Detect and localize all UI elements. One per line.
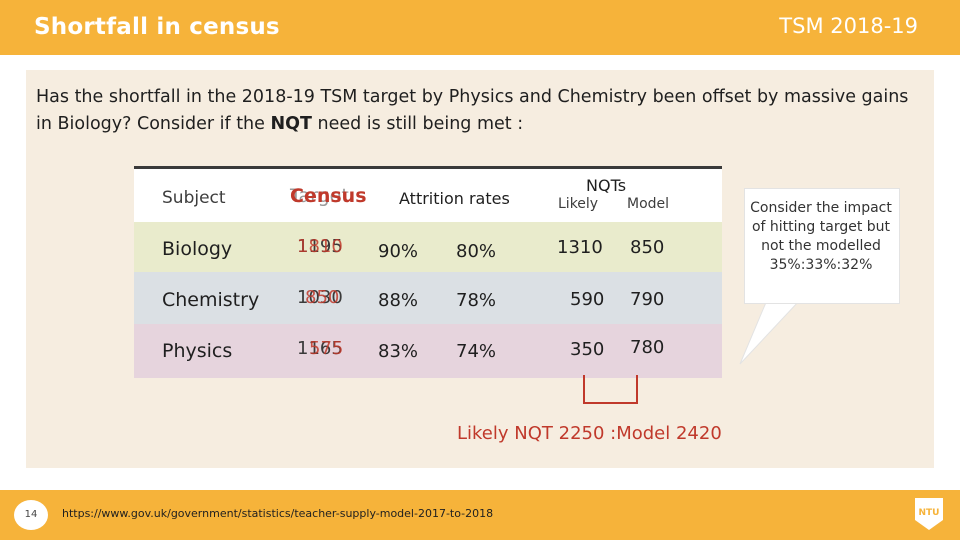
row-census: 1810 <box>297 236 343 257</box>
table-header-row <box>134 166 722 225</box>
row-target: 1030 <box>297 287 343 308</box>
row-attrition-2: 74% <box>456 341 497 362</box>
header-bar <box>0 0 960 55</box>
nqt-summary: Likely NQT 2250 :Model 2420 <box>457 423 722 444</box>
row-target: 1165 <box>297 338 343 359</box>
row-attrition-1: 90% <box>378 241 419 262</box>
row-nqt-model: 790 <box>630 289 665 310</box>
footer-bar <box>0 490 960 540</box>
table-row-physics <box>134 324 722 378</box>
header-likely: Likely <box>558 196 599 212</box>
page-number: 14 <box>14 500 48 530</box>
row-subject: Biology <box>162 238 233 260</box>
logo-text: NTU <box>919 508 940 518</box>
source-link[interactable]: https://www.gov.uk/government/statistics… <box>62 507 494 520</box>
header-subject: Subject <box>162 188 226 208</box>
table-row-chemistry <box>134 272 722 324</box>
row-attrition-1: 83% <box>378 341 419 362</box>
table-row-biology <box>134 222 722 272</box>
header-model: Model <box>627 196 670 212</box>
logo-shield <box>915 498 943 530</box>
page-title: Shortfall in census <box>34 14 280 40</box>
row-attrition-2: 80% <box>456 241 497 262</box>
intro-bold: NQT <box>270 114 312 134</box>
callout-text: Consider the impact of hitting target bu… <box>750 200 892 273</box>
intro-part2: need is still being met : <box>311 114 524 134</box>
row-nqt-model: 780 <box>630 337 665 358</box>
ntu-logo: NTU <box>915 498 943 530</box>
intro-text: Has the shortfall in the 2018-19 TSM tar… <box>36 84 916 138</box>
row-nqt-likely: 1310 <box>557 237 603 258</box>
row-nqt-model: 850 <box>630 237 665 258</box>
row-subject: Physics <box>162 340 233 362</box>
header-label: TSM 2018-19 <box>779 14 918 38</box>
row-census: 850 <box>305 287 340 308</box>
row-nqt-likely: 590 <box>570 289 605 310</box>
header-nqts: NQTs <box>586 176 627 195</box>
header-census: Census <box>290 185 367 207</box>
row-attrition-1: 88% <box>378 290 419 311</box>
header-attrition: Attrition rates <box>399 189 510 208</box>
intro-part1: Has the shortfall in the 2018-19 TSM tar… <box>36 87 909 134</box>
row-census: 575 <box>309 338 344 359</box>
callout-box <box>744 188 900 304</box>
row-target: 1195 <box>297 236 343 257</box>
header-target: Target <box>290 185 349 207</box>
row-subject: Chemistry <box>162 289 260 311</box>
row-nqt-likely: 350 <box>570 339 605 360</box>
row-attrition-2: 78% <box>456 290 497 311</box>
